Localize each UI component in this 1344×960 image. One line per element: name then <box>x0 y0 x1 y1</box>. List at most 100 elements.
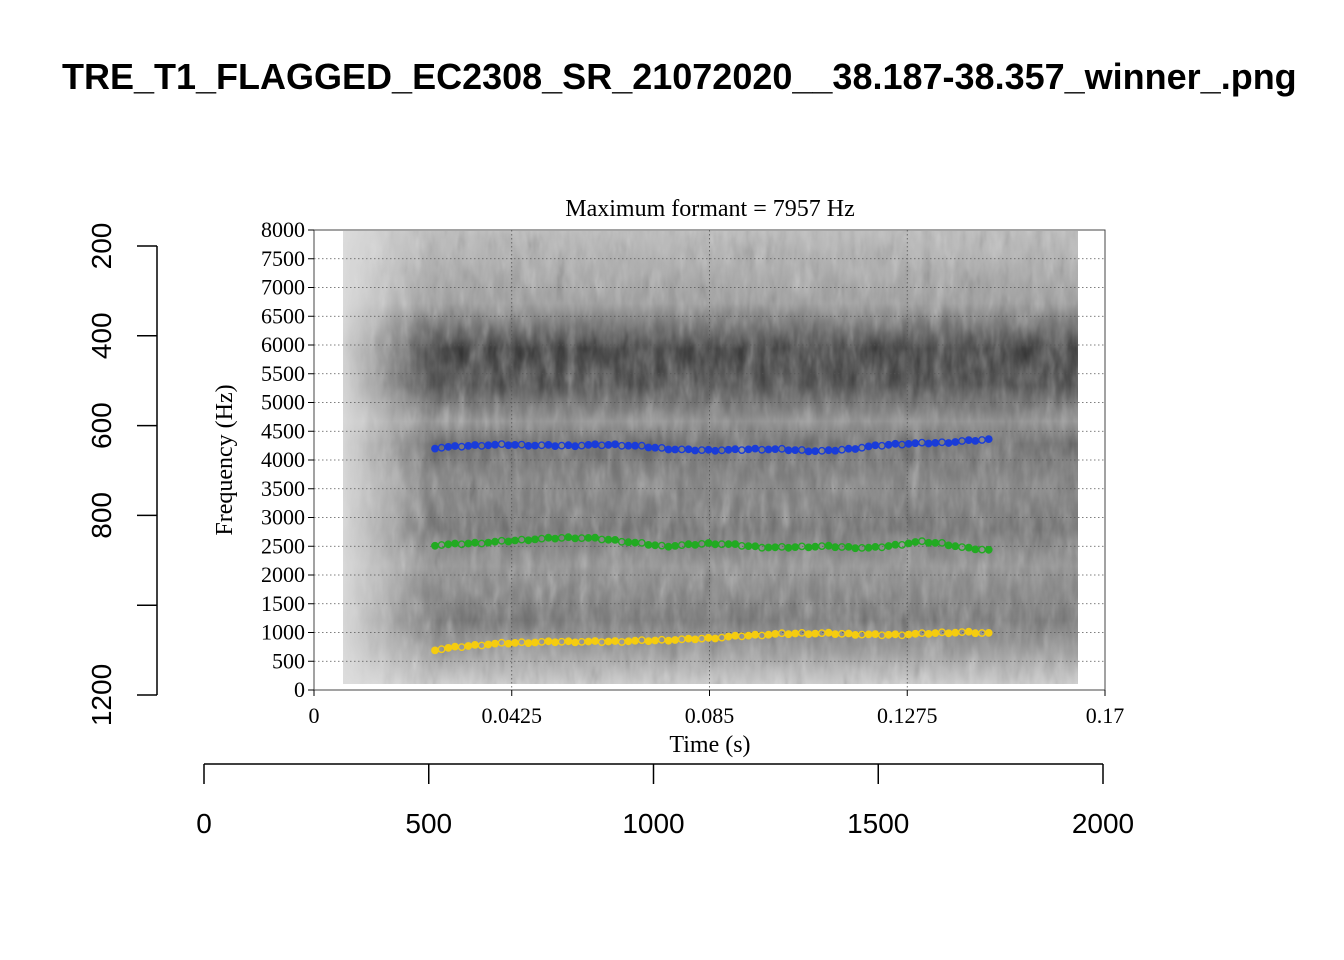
formant-point <box>637 539 646 547</box>
outer-left-tick-label: 800 <box>86 492 117 539</box>
formant-point <box>564 441 573 450</box>
formant-point <box>971 545 980 554</box>
formant-point <box>964 543 973 552</box>
formant-point <box>731 445 740 454</box>
formant-point <box>431 541 439 550</box>
formant-point <box>684 540 693 549</box>
spectrogram <box>343 231 1078 684</box>
y-axis-label: Frequency (Hz) <box>212 384 238 535</box>
formant-point <box>631 636 639 645</box>
formant-point <box>851 631 860 639</box>
formant-point <box>931 539 940 547</box>
formant-point <box>824 541 833 550</box>
formant-point <box>971 436 980 445</box>
outer-left-tick-label: 600 <box>86 402 117 449</box>
y-tick-label: 4000 <box>261 447 305 472</box>
formant-point <box>471 641 479 649</box>
formant-point <box>744 445 753 454</box>
formant-point <box>544 637 553 646</box>
formant-series-2 <box>431 533 993 554</box>
formant-point <box>791 629 800 638</box>
formant-point <box>444 442 453 451</box>
formant-point <box>644 541 653 549</box>
formant-point <box>484 640 493 649</box>
formant-point <box>844 444 853 453</box>
x-tick-label: 0.085 <box>685 703 735 728</box>
formant-point <box>771 445 780 453</box>
formant-point <box>824 446 833 455</box>
formant-point <box>691 446 699 455</box>
formant-point <box>724 445 733 454</box>
formant-point <box>944 629 953 638</box>
formant-point <box>984 629 993 637</box>
formant-point <box>804 543 813 552</box>
formant-point <box>671 542 679 550</box>
outer-left-tick-label: 1200 <box>86 664 117 726</box>
formant-tracks <box>431 435 993 655</box>
y-tick-label: 2500 <box>261 533 305 558</box>
formant-point <box>531 638 539 647</box>
formant-point <box>504 639 513 648</box>
formant-point <box>451 539 459 548</box>
page-title: TRE_T1_FLAGGED_EC2308_SR_21072020__38.18… <box>62 56 1297 97</box>
formant-point <box>751 542 760 551</box>
formant-point <box>637 441 646 450</box>
formant-point <box>584 440 593 449</box>
formant-point <box>751 630 760 639</box>
formant-point <box>611 536 619 544</box>
formant-point <box>951 438 960 446</box>
formant-point <box>831 630 840 638</box>
outer-bottom-axis: 0 500 1000 1500 2000 <box>196 763 1134 839</box>
x-axis-label: Time (s) <box>669 732 750 758</box>
formant-point <box>811 447 820 455</box>
formant-point <box>624 538 633 547</box>
formant-point <box>931 438 940 447</box>
formant-point <box>771 630 780 638</box>
formant-series-3 <box>431 435 993 456</box>
y-tick-label: 7000 <box>261 275 305 300</box>
formant-point <box>964 627 973 636</box>
formant-point <box>811 542 820 551</box>
formant-point <box>451 442 459 450</box>
formant-point <box>938 539 946 547</box>
formant-point <box>911 439 920 448</box>
formant-point <box>684 445 693 454</box>
x-tick-label: 0.17 <box>1086 703 1125 728</box>
formant-point <box>724 632 733 641</box>
formant-point <box>444 644 453 652</box>
formant-point <box>824 628 833 637</box>
formant-point <box>904 630 913 639</box>
y-tick-label: 3500 <box>261 476 305 501</box>
formant-point <box>664 636 673 645</box>
formant-point <box>524 536 533 545</box>
formant-point <box>544 440 553 449</box>
formant-point <box>951 542 960 551</box>
formant-point <box>804 447 813 456</box>
formant-point <box>744 542 753 550</box>
formant-point <box>764 445 773 454</box>
formant-point <box>744 631 753 640</box>
formant-point <box>724 540 733 548</box>
formant-point <box>891 540 900 549</box>
outer-bottom-tick-label: 500 <box>405 808 452 839</box>
formant-point <box>671 636 679 644</box>
formant-point <box>784 543 793 552</box>
formant-point <box>684 634 693 643</box>
formant-point <box>844 543 853 551</box>
formant-point <box>524 639 533 647</box>
formant-point <box>491 639 499 648</box>
formant-point <box>531 535 539 544</box>
formant-point <box>964 436 973 444</box>
y-tick-label: 6000 <box>261 332 305 357</box>
formant-point <box>564 533 573 542</box>
formant-point <box>851 544 860 553</box>
formant-point <box>524 441 533 450</box>
formant-point <box>871 543 880 551</box>
formant-point <box>664 542 673 551</box>
formant-point <box>651 636 659 645</box>
formant-point <box>784 446 793 455</box>
formant-point <box>904 439 913 448</box>
formant-point <box>704 539 713 547</box>
formant-point <box>944 439 953 447</box>
x-axis: 0 0.0425 0.085 0.1275 0.17 <box>309 690 1125 728</box>
